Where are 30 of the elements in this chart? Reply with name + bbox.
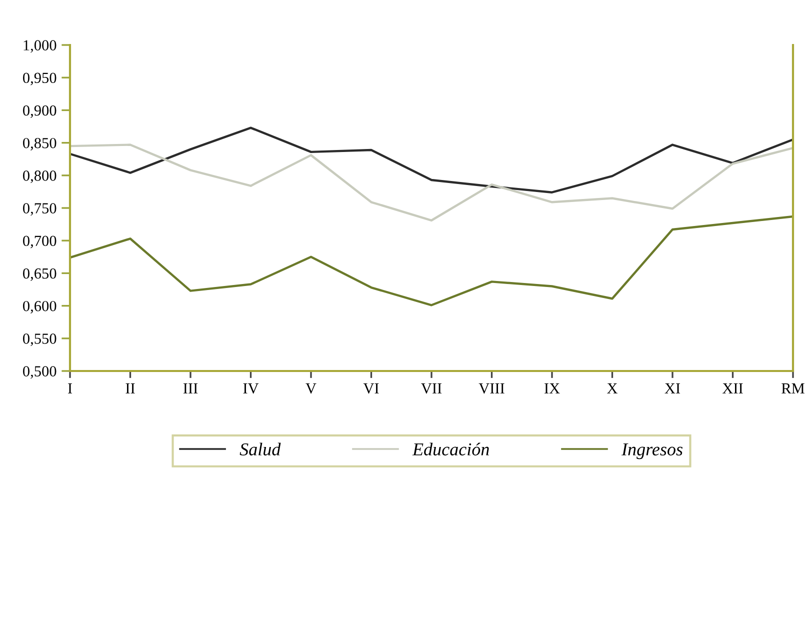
line-series [70, 126, 793, 194]
x-tick-label: II [126, 383, 135, 394]
x-tick-label: VI [363, 383, 379, 394]
x-tick-label: V [306, 383, 316, 394]
y-tick-label: 0,700 [23, 236, 56, 248]
y-tick-label: 0,650 [23, 268, 56, 281]
x-tick-label: X [607, 383, 618, 394]
x-tick-label: VIII [478, 383, 504, 394]
x-tick-label: XI [664, 383, 680, 394]
y-tick-label: 0,500 [23, 366, 56, 379]
legend-label: Educación [412, 442, 489, 456]
y-tick-label: 1,000 [24, 40, 56, 53]
x-tick-label: RM [782, 383, 804, 394]
y-tick-label: 0,850 [23, 138, 56, 150]
y-tick-label: 0,900 [23, 105, 56, 118]
x-tick-label: IV [243, 383, 259, 394]
x-tick-label: I [68, 383, 72, 394]
y-tick-label: 0,950 [23, 72, 56, 86]
x-tick-label: XII [722, 383, 743, 394]
line-series [70, 144, 793, 222]
y-tick-label: 0,800 [23, 170, 56, 184]
x-tick-label: III [183, 383, 198, 394]
x-tick-label: IX [544, 383, 560, 394]
legend-label: Salud [240, 442, 281, 456]
y-tick-label: 0,750 [23, 203, 56, 216]
legend-label: Ingresos [621, 443, 682, 460]
y-tick-label: 0,550 [23, 334, 56, 346]
y-tick-label: 0,600 [23, 300, 56, 314]
x-tick-label: VII [421, 383, 442, 394]
line-series [70, 215, 793, 306]
